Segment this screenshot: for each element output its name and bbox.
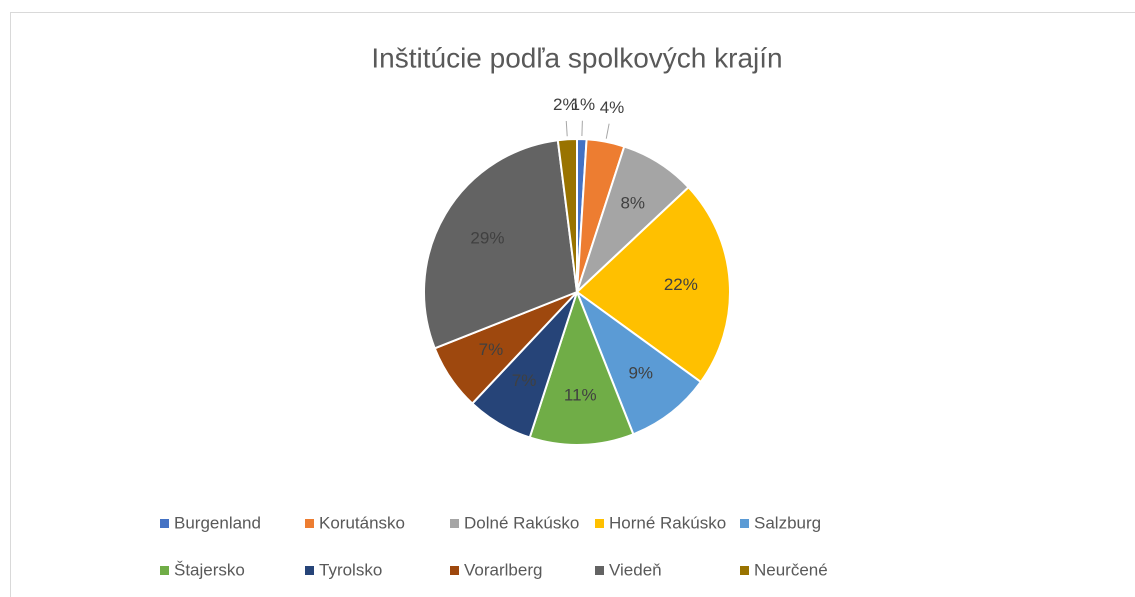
legend-label: Dolné Rakúsko (464, 513, 579, 532)
data-label: 9% (628, 364, 653, 383)
data-label: 7% (512, 371, 537, 390)
pie-slice (423, 139, 579, 350)
legend-swatch (595, 519, 604, 528)
data-label: 22% (664, 275, 698, 294)
legend-label: Salzburg (754, 513, 821, 532)
data-label: 2% (553, 95, 578, 114)
legend-label: Vorarlberg (464, 560, 542, 579)
data-label: 8% (620, 194, 645, 213)
legend-label: Horné Rakúsko (609, 513, 726, 532)
legend-label: Neurčené (754, 560, 828, 579)
legend-label: Korutánsko (319, 513, 405, 532)
legend-swatch (305, 519, 314, 528)
legend-label: Viedeň (609, 560, 662, 579)
legend-swatch (450, 519, 459, 528)
legend-swatch (160, 566, 169, 575)
data-label: 11% (564, 385, 597, 404)
pie-slice (575, 185, 731, 384)
legend-swatch (595, 566, 604, 575)
data-label: 1% (571, 95, 596, 114)
pie-slice (556, 137, 578, 293)
data-label: 4% (600, 98, 625, 117)
legend-swatch (450, 566, 459, 575)
legend-swatch (740, 566, 749, 575)
chart-title: Inštitúcie podľa spolkových krajín (371, 42, 782, 73)
legend-label: Štajersko (174, 560, 245, 579)
data-label: 29% (470, 229, 504, 248)
leader-line (605, 123, 610, 139)
pie-slice (574, 289, 703, 436)
legend-label: Burgenland (174, 513, 261, 532)
legend-swatch (305, 566, 314, 575)
data-label: 7% (479, 340, 504, 359)
leader-line (565, 120, 568, 137)
legend-swatch (740, 519, 749, 528)
legend-swatch (160, 519, 169, 528)
pie-slice (528, 289, 635, 446)
legend-label: Tyrolsko (319, 560, 382, 579)
